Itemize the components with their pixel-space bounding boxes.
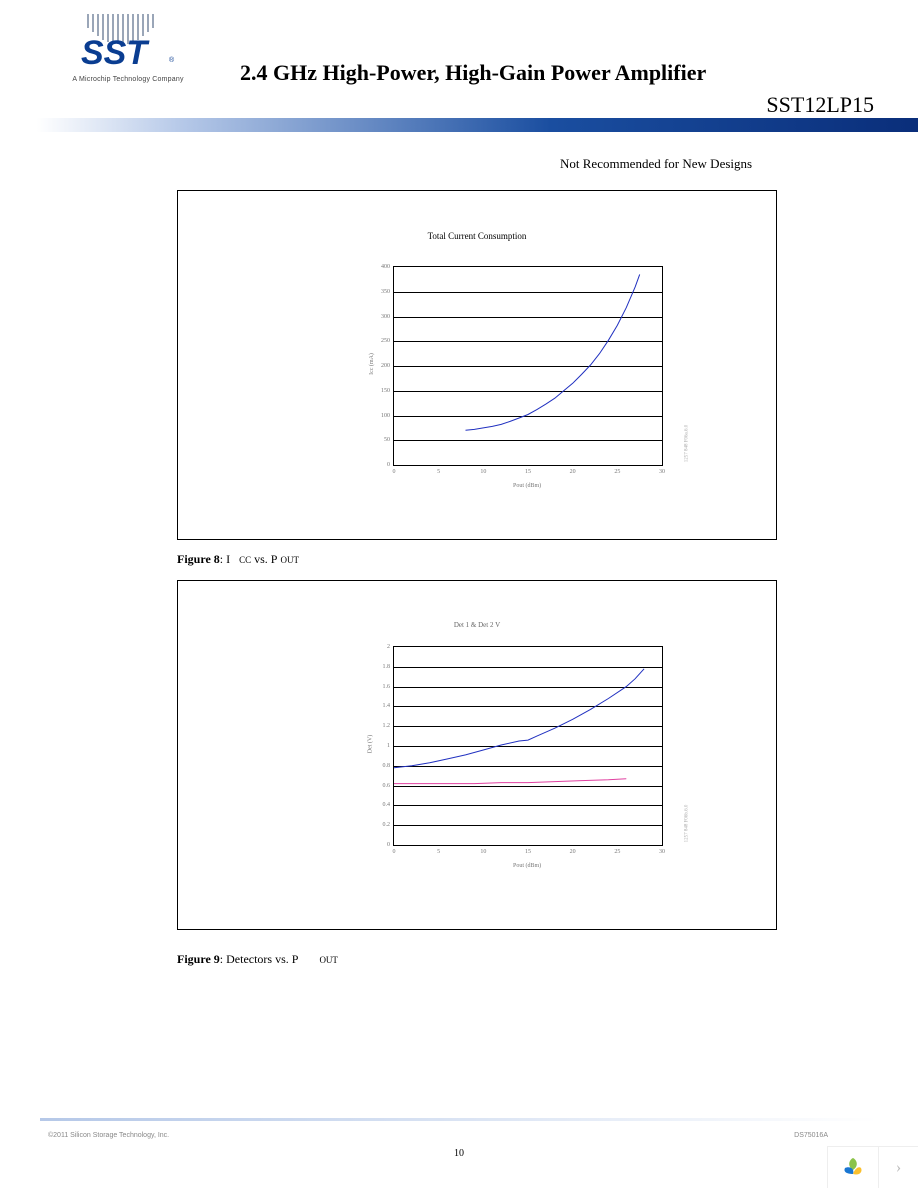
xtick-label: 30 [659, 469, 665, 475]
xtick-label: 0 [393, 469, 396, 475]
figure-9-caption-text: : Detectors vs. P [220, 952, 299, 966]
figure-9-caption-sub2: OUT [319, 955, 338, 965]
footer-gradient-bar [40, 1118, 878, 1121]
xtick-label: 15 [525, 849, 531, 855]
sst-logo: SST ® [73, 12, 183, 74]
figure-8-plot-area: 050100150200250300350400051015202530 [393, 266, 663, 466]
figure-9-side-label: 1257 848 F06b.6.0 [684, 805, 689, 843]
figure-8-side-label: 1257 848 F06a.6.0 [684, 425, 689, 463]
figure-9-caption-label: Figure 9 [177, 952, 220, 966]
part-number: SST12LP15 [766, 92, 874, 118]
logo-block: SST ® A Microchip Technology Company [48, 12, 208, 83]
ytick-label: 100 [370, 413, 390, 419]
figure-8-box: Total Current Consumption 05010015020025… [177, 190, 777, 540]
ytick-label: 50 [370, 437, 390, 443]
xtick-label: 15 [525, 469, 531, 475]
pager-logo-icon [828, 1147, 878, 1188]
ytick-label: 0.6 [370, 783, 390, 789]
xtick-label: 20 [570, 849, 576, 855]
svg-text:®: ® [169, 56, 175, 64]
xtick-label: 10 [480, 469, 486, 475]
figure-8-ylabel: Icc (mA) [369, 353, 375, 375]
ytick-label: 0.2 [370, 822, 390, 828]
xtick-label: 5 [437, 849, 440, 855]
ytick-label: 350 [370, 289, 390, 295]
figure-9-ylabel: Det (V) [367, 735, 373, 754]
figure-9-plot-area: 00.20.40.60.811.21.41.61.82051015202530 [393, 646, 663, 846]
next-page-button[interactable]: › [878, 1147, 918, 1188]
ytick-label: 0.4 [370, 802, 390, 808]
ytick-label: 0.8 [370, 763, 390, 769]
figure-9-xlabel: Pout (dBm) [513, 863, 541, 869]
footer-copyright: ©2011 Silicon Storage Technology, Inc. [48, 1132, 169, 1139]
pager-widget: › [827, 1146, 918, 1188]
ytick-label: 300 [370, 314, 390, 320]
figure-8-caption-text: : I [220, 552, 230, 566]
figure-8-caption-mid: vs. P [251, 552, 277, 566]
ytick-label: 2 [370, 644, 390, 650]
xtick-label: 20 [570, 469, 576, 475]
ytick-label: 0 [370, 842, 390, 848]
xtick-label: 25 [614, 849, 620, 855]
ytick-label: 1.2 [370, 723, 390, 729]
chevron-right-icon: › [896, 1159, 901, 1177]
xtick-label: 30 [659, 849, 665, 855]
ytick-label: 0 [370, 462, 390, 468]
figure-8-caption: Figure 8: I CC vs. P OUT [177, 552, 299, 567]
svg-text:SST: SST [81, 34, 150, 72]
page-title: 2.4 GHz High-Power, High-Gain Power Ampl… [240, 60, 706, 86]
xtick-label: 0 [393, 849, 396, 855]
ytick-label: 250 [370, 338, 390, 344]
footer-docid: DS75016A [794, 1132, 828, 1139]
ytick-label: 1.4 [370, 703, 390, 709]
figure-9-chart-title: Det 1 & Det 2 V [178, 621, 776, 629]
header: SST ® A Microchip Technology Company 2.4… [0, 0, 918, 135]
figure-9-box: Det 1 & Det 2 V 00.20.40.60.811.21.41.61… [177, 580, 777, 930]
xtick-label: 25 [614, 469, 620, 475]
figure-8-caption-label: Figure 8 [177, 552, 220, 566]
ytick-label: 400 [370, 264, 390, 270]
figure-8-caption-sub1: CC [239, 555, 251, 565]
notice-text: Not Recommended for New Designs [560, 156, 752, 172]
logo-tagline: A Microchip Technology Company [48, 76, 208, 83]
ytick-label: 150 [370, 388, 390, 394]
xtick-label: 10 [480, 849, 486, 855]
figure-8-caption-sub2: OUT [280, 555, 299, 565]
xtick-label: 5 [437, 469, 440, 475]
figure-8-xlabel: Pout (dBm) [513, 483, 541, 489]
page-number: 10 [454, 1148, 464, 1159]
header-gradient-bar [0, 118, 918, 132]
ytick-label: 1.6 [370, 684, 390, 690]
figure-9-caption: Figure 9: Detectors vs. P OUT [177, 952, 338, 967]
ytick-label: 1.8 [370, 664, 390, 670]
figure-8-chart-title: Total Current Consumption [178, 231, 776, 241]
